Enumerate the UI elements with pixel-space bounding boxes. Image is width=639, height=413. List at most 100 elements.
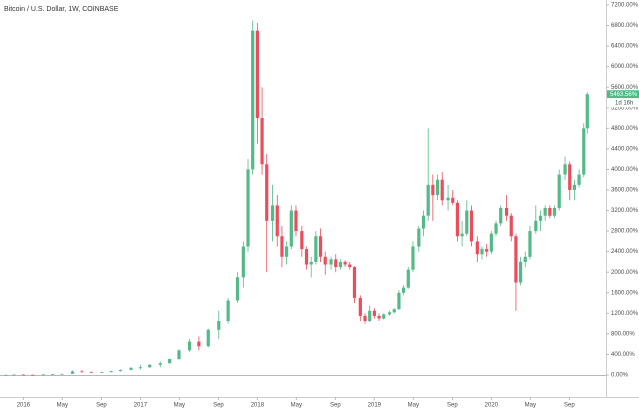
x-tick-label: Sep [213, 403, 224, 409]
y-tick-label: 6000.00% [611, 64, 639, 70]
candle-body [255, 30, 259, 119]
candle-body [89, 371, 93, 373]
y-tick-label: 4000.00% [611, 167, 639, 173]
y-tick-label: 4400.00% [611, 146, 639, 152]
y-tick-label: 4800.00% [611, 126, 639, 132]
candle-body [309, 261, 313, 265]
candle-body [563, 164, 567, 175]
candle-body [323, 256, 327, 265]
candle-body [426, 184, 430, 216]
candle-body [368, 310, 372, 322]
candle-body [12, 374, 16, 376]
x-tick-label: Sep [564, 403, 575, 409]
y-tick-label: 6800.00% [611, 23, 639, 29]
candle-body [465, 210, 469, 234]
candle-body [158, 363, 162, 365]
candle-body [4, 374, 8, 376]
candle-body [129, 367, 133, 370]
candle-body [417, 228, 421, 247]
y-tick-label: 3200.00% [611, 208, 639, 214]
candle-body [251, 30, 255, 170]
candle-body [352, 267, 357, 298]
candle-body [358, 297, 362, 316]
candle-body [557, 174, 561, 208]
y-tick-label: 2000.00% [611, 270, 639, 276]
candle-body [246, 169, 250, 247]
candle-body [421, 215, 426, 229]
candle-body [304, 249, 309, 265]
candle-body [509, 215, 513, 237]
x-tick-label: Sep [447, 403, 458, 409]
candle-body [469, 210, 474, 242]
y-tick-label: 5600.00% [611, 85, 639, 91]
candle-body [494, 223, 498, 234]
candle-body [206, 329, 210, 347]
candle-body [387, 312, 392, 315]
candle-body [538, 215, 543, 221]
candle-body [265, 164, 269, 221]
candle-body [60, 373, 64, 375]
candle-body [504, 207, 509, 216]
candle-body [177, 350, 181, 360]
candle-body [226, 300, 230, 322]
candle-body [585, 94, 589, 129]
x-tick-label: 2020 [485, 403, 499, 409]
x-tick-label: 2018 [251, 403, 265, 409]
candle-body [51, 374, 55, 376]
y-tick-label: 1600.00% [611, 290, 639, 296]
candle-body [514, 236, 518, 283]
candle-body [451, 197, 455, 203]
candle-body [363, 315, 367, 322]
y-tick-label: 2400.00% [611, 249, 639, 255]
candle-body [118, 369, 123, 372]
x-tick-label: May [57, 403, 68, 409]
candle-body [318, 236, 323, 257]
candle-body [329, 259, 333, 265]
candle-body [80, 371, 84, 373]
candle-body [548, 207, 552, 216]
candle-body [148, 364, 152, 368]
candle-body [392, 309, 396, 313]
candle-body [334, 259, 338, 268]
candle-body [397, 292, 401, 310]
candle-body [402, 287, 406, 293]
candle-body [552, 207, 557, 216]
candle-body [289, 210, 293, 247]
last-value-box [607, 90, 639, 99]
candle-body [187, 341, 192, 351]
candle-body [534, 220, 538, 232]
candle-body [543, 207, 547, 216]
x-tick-label: 2017 [134, 403, 148, 409]
candle-body [577, 174, 581, 185]
y-tick-label: 6400.00% [611, 44, 639, 50]
candle-body [314, 236, 318, 262]
candle-body [475, 241, 479, 255]
candle-body [372, 310, 376, 316]
candle-body [41, 374, 45, 376]
candle-body [480, 249, 484, 255]
y-tick-label: 2800.00% [611, 229, 639, 235]
x-tick-label: May [291, 403, 302, 409]
candle-body [21, 374, 25, 376]
candle-body [382, 314, 386, 319]
candle-body [455, 202, 460, 237]
candle-body [285, 246, 289, 257]
candle-body [460, 233, 464, 237]
candle-body [499, 207, 503, 224]
candle-body [235, 277, 240, 301]
y-tick-label: 5200.00% [611, 105, 639, 111]
candle-body [582, 128, 586, 175]
candle-body [138, 367, 142, 369]
candle-body [338, 261, 343, 268]
x-tick-label: 2016 [17, 403, 31, 409]
candle-body [485, 249, 489, 252]
candle-body [100, 372, 104, 373]
y-tick-label: 0.00% [611, 373, 629, 379]
candle-body [406, 269, 410, 288]
x-tick-label: May [174, 403, 185, 409]
countdown-box [607, 98, 639, 108]
y-tick-label: 800.00% [611, 331, 635, 337]
